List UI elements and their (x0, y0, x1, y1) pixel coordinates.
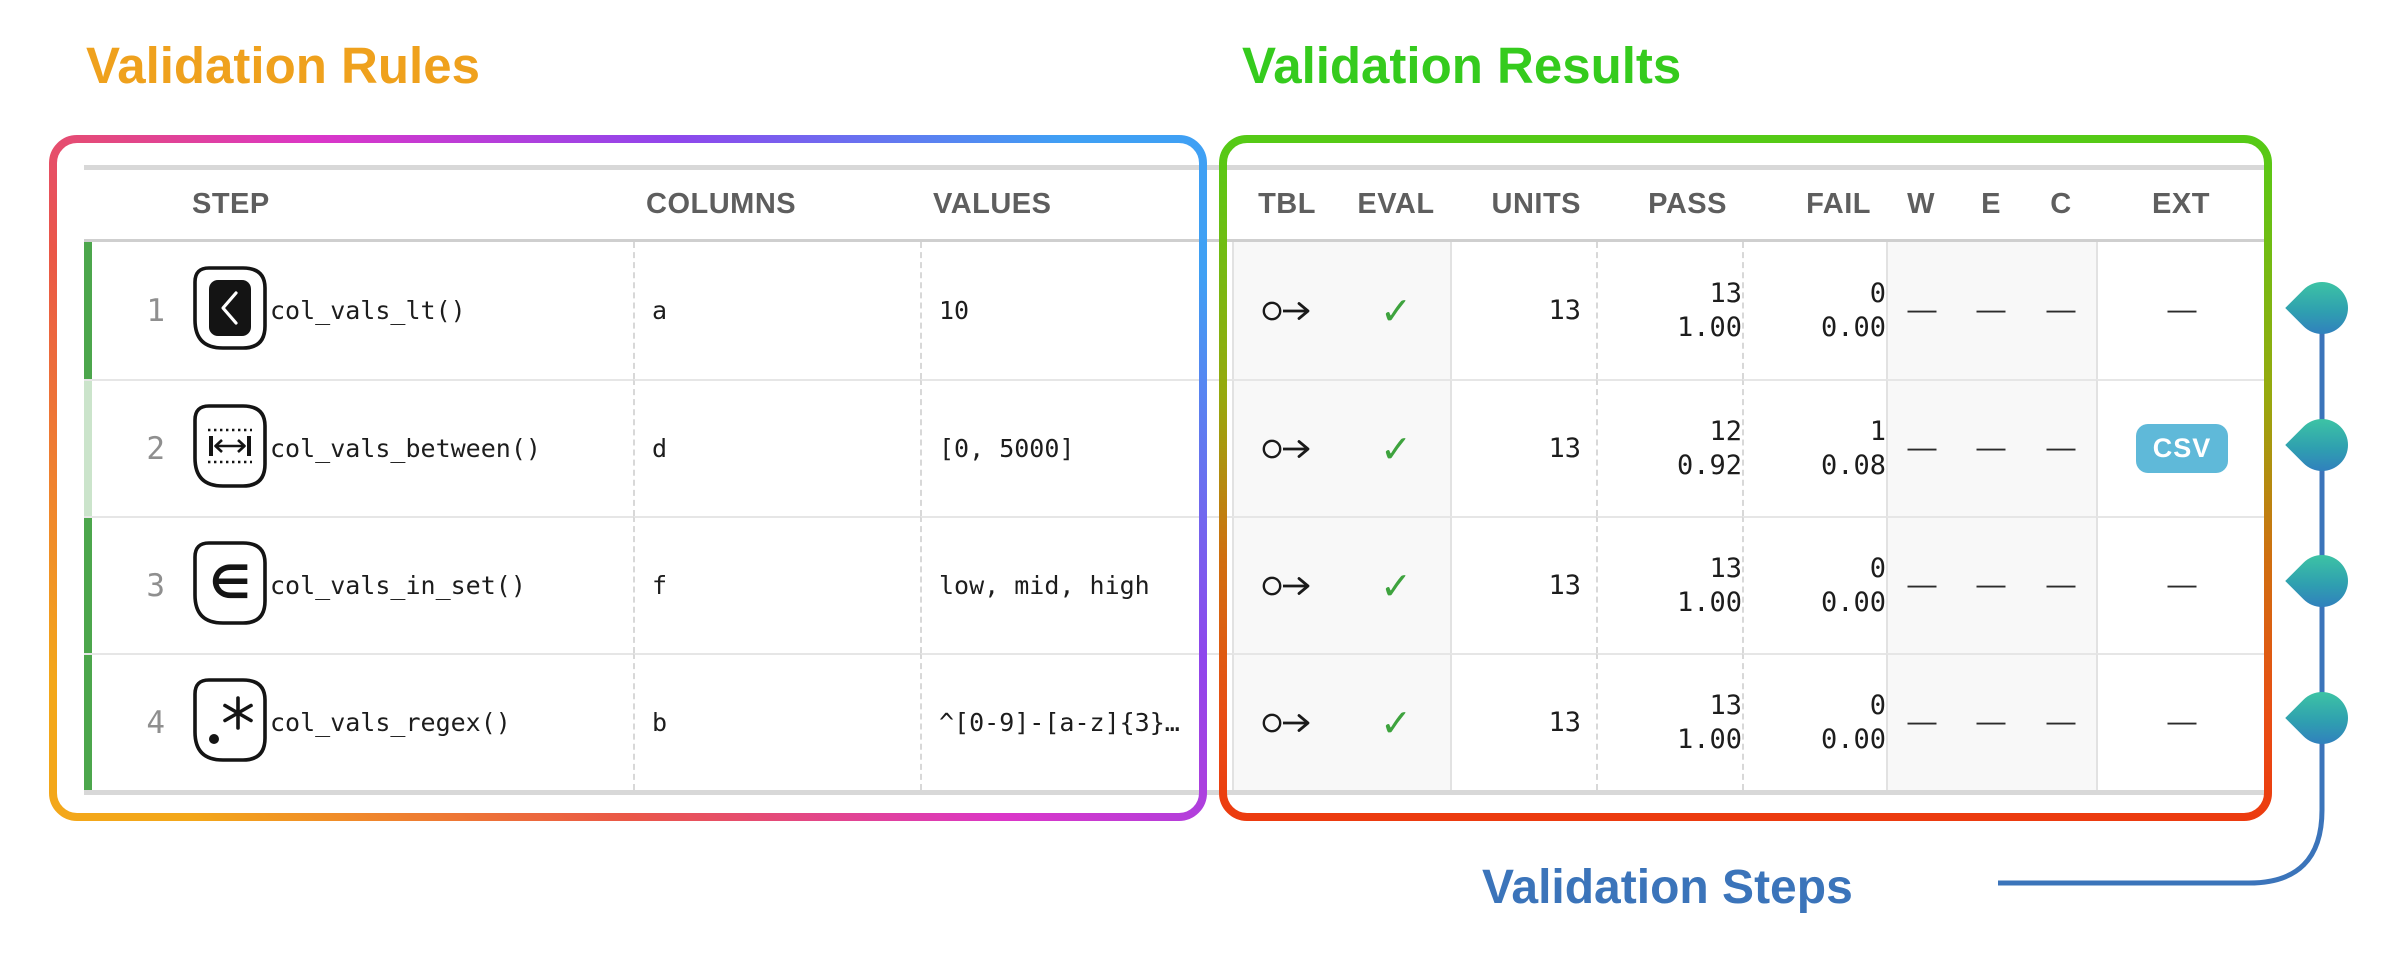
error-cell: — (1956, 242, 2026, 379)
header-columns: COLUMNS (633, 170, 920, 242)
step-icon-cell (180, 653, 270, 790)
step-marker-droplet (2285, 271, 2359, 345)
regex-icon (192, 677, 268, 768)
validation-fn: col_vals_in_set() (270, 516, 633, 653)
values-cell: 10 (920, 242, 1232, 379)
step-icon-cell (180, 242, 270, 379)
header-fail: FAIL (1742, 170, 1886, 242)
critical-cell: — (2026, 379, 2096, 516)
units-cell: 13 (1450, 242, 1596, 379)
pass-cell: 13 1.00 (1596, 653, 1742, 790)
columns-cell: b (633, 653, 920, 790)
status-strip (84, 516, 92, 653)
units-cell: 13 (1450, 379, 1596, 516)
tbl-cell (1232, 653, 1342, 790)
columns-cell: d (633, 379, 920, 516)
units-cell: 13 (1450, 653, 1596, 790)
less-than-icon (192, 265, 268, 356)
header-c: C (2026, 170, 2096, 242)
critical-cell: — (2026, 653, 2096, 790)
tbl-cell (1232, 516, 1342, 653)
step-marker-droplet (2285, 681, 2359, 755)
fail-cell: 1 0.08 (1742, 379, 1886, 516)
step-number: 2 (92, 379, 180, 516)
step-marker-droplet (2285, 544, 2359, 618)
eval-cell: ✓ (1342, 242, 1450, 379)
status-strip (84, 653, 92, 790)
warn-cell: — (1886, 379, 1956, 516)
extract-cell: — (2096, 242, 2266, 379)
svg-text:∈: ∈ (209, 555, 250, 609)
header-e: E (1956, 170, 2026, 242)
values-cell: [0, 5000] (920, 379, 1232, 516)
error-cell: — (1956, 379, 2026, 516)
eval-cell: ✓ (1342, 516, 1450, 653)
validation-fn: col_vals_regex() (270, 653, 633, 790)
header-pass: PASS (1596, 170, 1742, 242)
warn-cell: — (1886, 242, 1956, 379)
error-cell: — (1956, 653, 2026, 790)
in-set-icon: ∈ (192, 540, 268, 631)
values-cell: ^[0-9]-[a-z]{3}… (920, 653, 1232, 790)
step-number: 1 (146, 292, 165, 329)
step-icon-cell (180, 379, 270, 516)
step-marker-droplet (2285, 408, 2359, 482)
error-cell: — (1956, 516, 2026, 653)
values-cell: low, mid, high (920, 516, 1232, 653)
pass-cell: 13 1.00 (1596, 516, 1742, 653)
header-ext: EXT (2096, 170, 2266, 242)
step-number: 3 (92, 516, 180, 653)
step-number: 4 (92, 653, 180, 790)
header-tbl: TBL (1232, 170, 1342, 242)
extract-cell: — (2096, 516, 2266, 653)
extract-cell: — (2096, 653, 2266, 790)
header-step: STEP (180, 170, 270, 242)
circle-right-arrow-icon (1262, 576, 1310, 595)
status-strip (84, 379, 92, 516)
header-eval: EVAL (1342, 170, 1450, 242)
columns-cell: f (633, 516, 920, 653)
circle-right-arrow-icon (1262, 439, 1310, 458)
tbl-cell (1232, 242, 1342, 379)
extract-cell: CSV (2096, 379, 2266, 516)
pass-cell: 12 0.92 (1596, 379, 1742, 516)
check-icon: ✓ (1380, 563, 1412, 608)
warn-cell: — (1886, 516, 1956, 653)
header-spacer (92, 170, 180, 242)
header-units: UNITS (1450, 170, 1596, 242)
rules-caption: Validation Rules (86, 37, 480, 94)
columns-cell: a (633, 242, 920, 379)
header-spacer (270, 170, 633, 242)
critical-cell: — (2026, 242, 2096, 379)
critical-cell: — (2026, 516, 2096, 653)
warn-cell: — (1886, 653, 1956, 790)
fail-cell: 0 0.00 (1742, 242, 1886, 379)
check-icon: ✓ (1380, 288, 1412, 333)
eval-cell: ✓ (1342, 379, 1450, 516)
step-icon-cell: ∈ (180, 516, 270, 653)
csv-export-badge[interactable]: CSV (2135, 424, 2229, 473)
header-values: VALUES (920, 170, 1232, 242)
results-caption: Validation Results (1242, 37, 1682, 94)
header-spacer (84, 170, 92, 242)
units-cell: 13 (1450, 516, 1596, 653)
fail-cell: 0 0.00 (1742, 516, 1886, 653)
steps-caption: Validation Steps (1482, 861, 1853, 914)
header-w: W (1886, 170, 1956, 242)
pass-cell: 13 1.00 (1596, 242, 1742, 379)
circle-right-arrow-icon (1262, 713, 1310, 732)
validation-table: STEP COLUMNS VALUES TBL EVAL UNITS PASS … (84, 165, 2266, 795)
validation-fn: col_vals_between() (270, 379, 633, 516)
eval-cell: ✓ (1342, 653, 1450, 790)
check-icon: ✓ (1380, 426, 1412, 471)
validation-fn: col_vals_lt() (270, 296, 466, 325)
circle-right-arrow-icon (1262, 301, 1310, 320)
status-strip (84, 242, 92, 379)
check-icon: ✓ (1380, 700, 1412, 745)
tbl-cell (1232, 379, 1342, 516)
fail-cell: 0 0.00 (1742, 653, 1886, 790)
between-icon (192, 403, 268, 494)
